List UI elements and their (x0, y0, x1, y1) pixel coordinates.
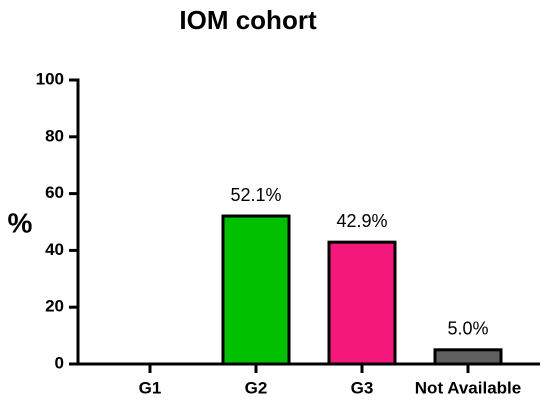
value-label: 5.0% (447, 319, 488, 339)
y-axis-label: % (8, 207, 33, 238)
bar (327, 240, 397, 366)
y-tick-label: 0 (55, 353, 64, 372)
y-tick-label: 100 (36, 69, 64, 88)
bar (433, 348, 503, 366)
y-tick-label: 40 (45, 240, 64, 259)
chart-title: IOM cohort (179, 5, 317, 35)
y-tick-label: 20 (45, 297, 64, 316)
y-tick-label: 60 (45, 183, 64, 202)
value-label: 52.1% (230, 185, 281, 205)
x-tick-label: G1 (139, 378, 162, 397)
x-tick-label: G2 (245, 378, 268, 397)
bar (221, 214, 291, 366)
x-tick-label: Not Available (415, 378, 521, 397)
y-tick-label: 80 (45, 126, 64, 145)
x-tick-label: G3 (351, 378, 374, 397)
value-label: 42.9% (336, 211, 387, 231)
